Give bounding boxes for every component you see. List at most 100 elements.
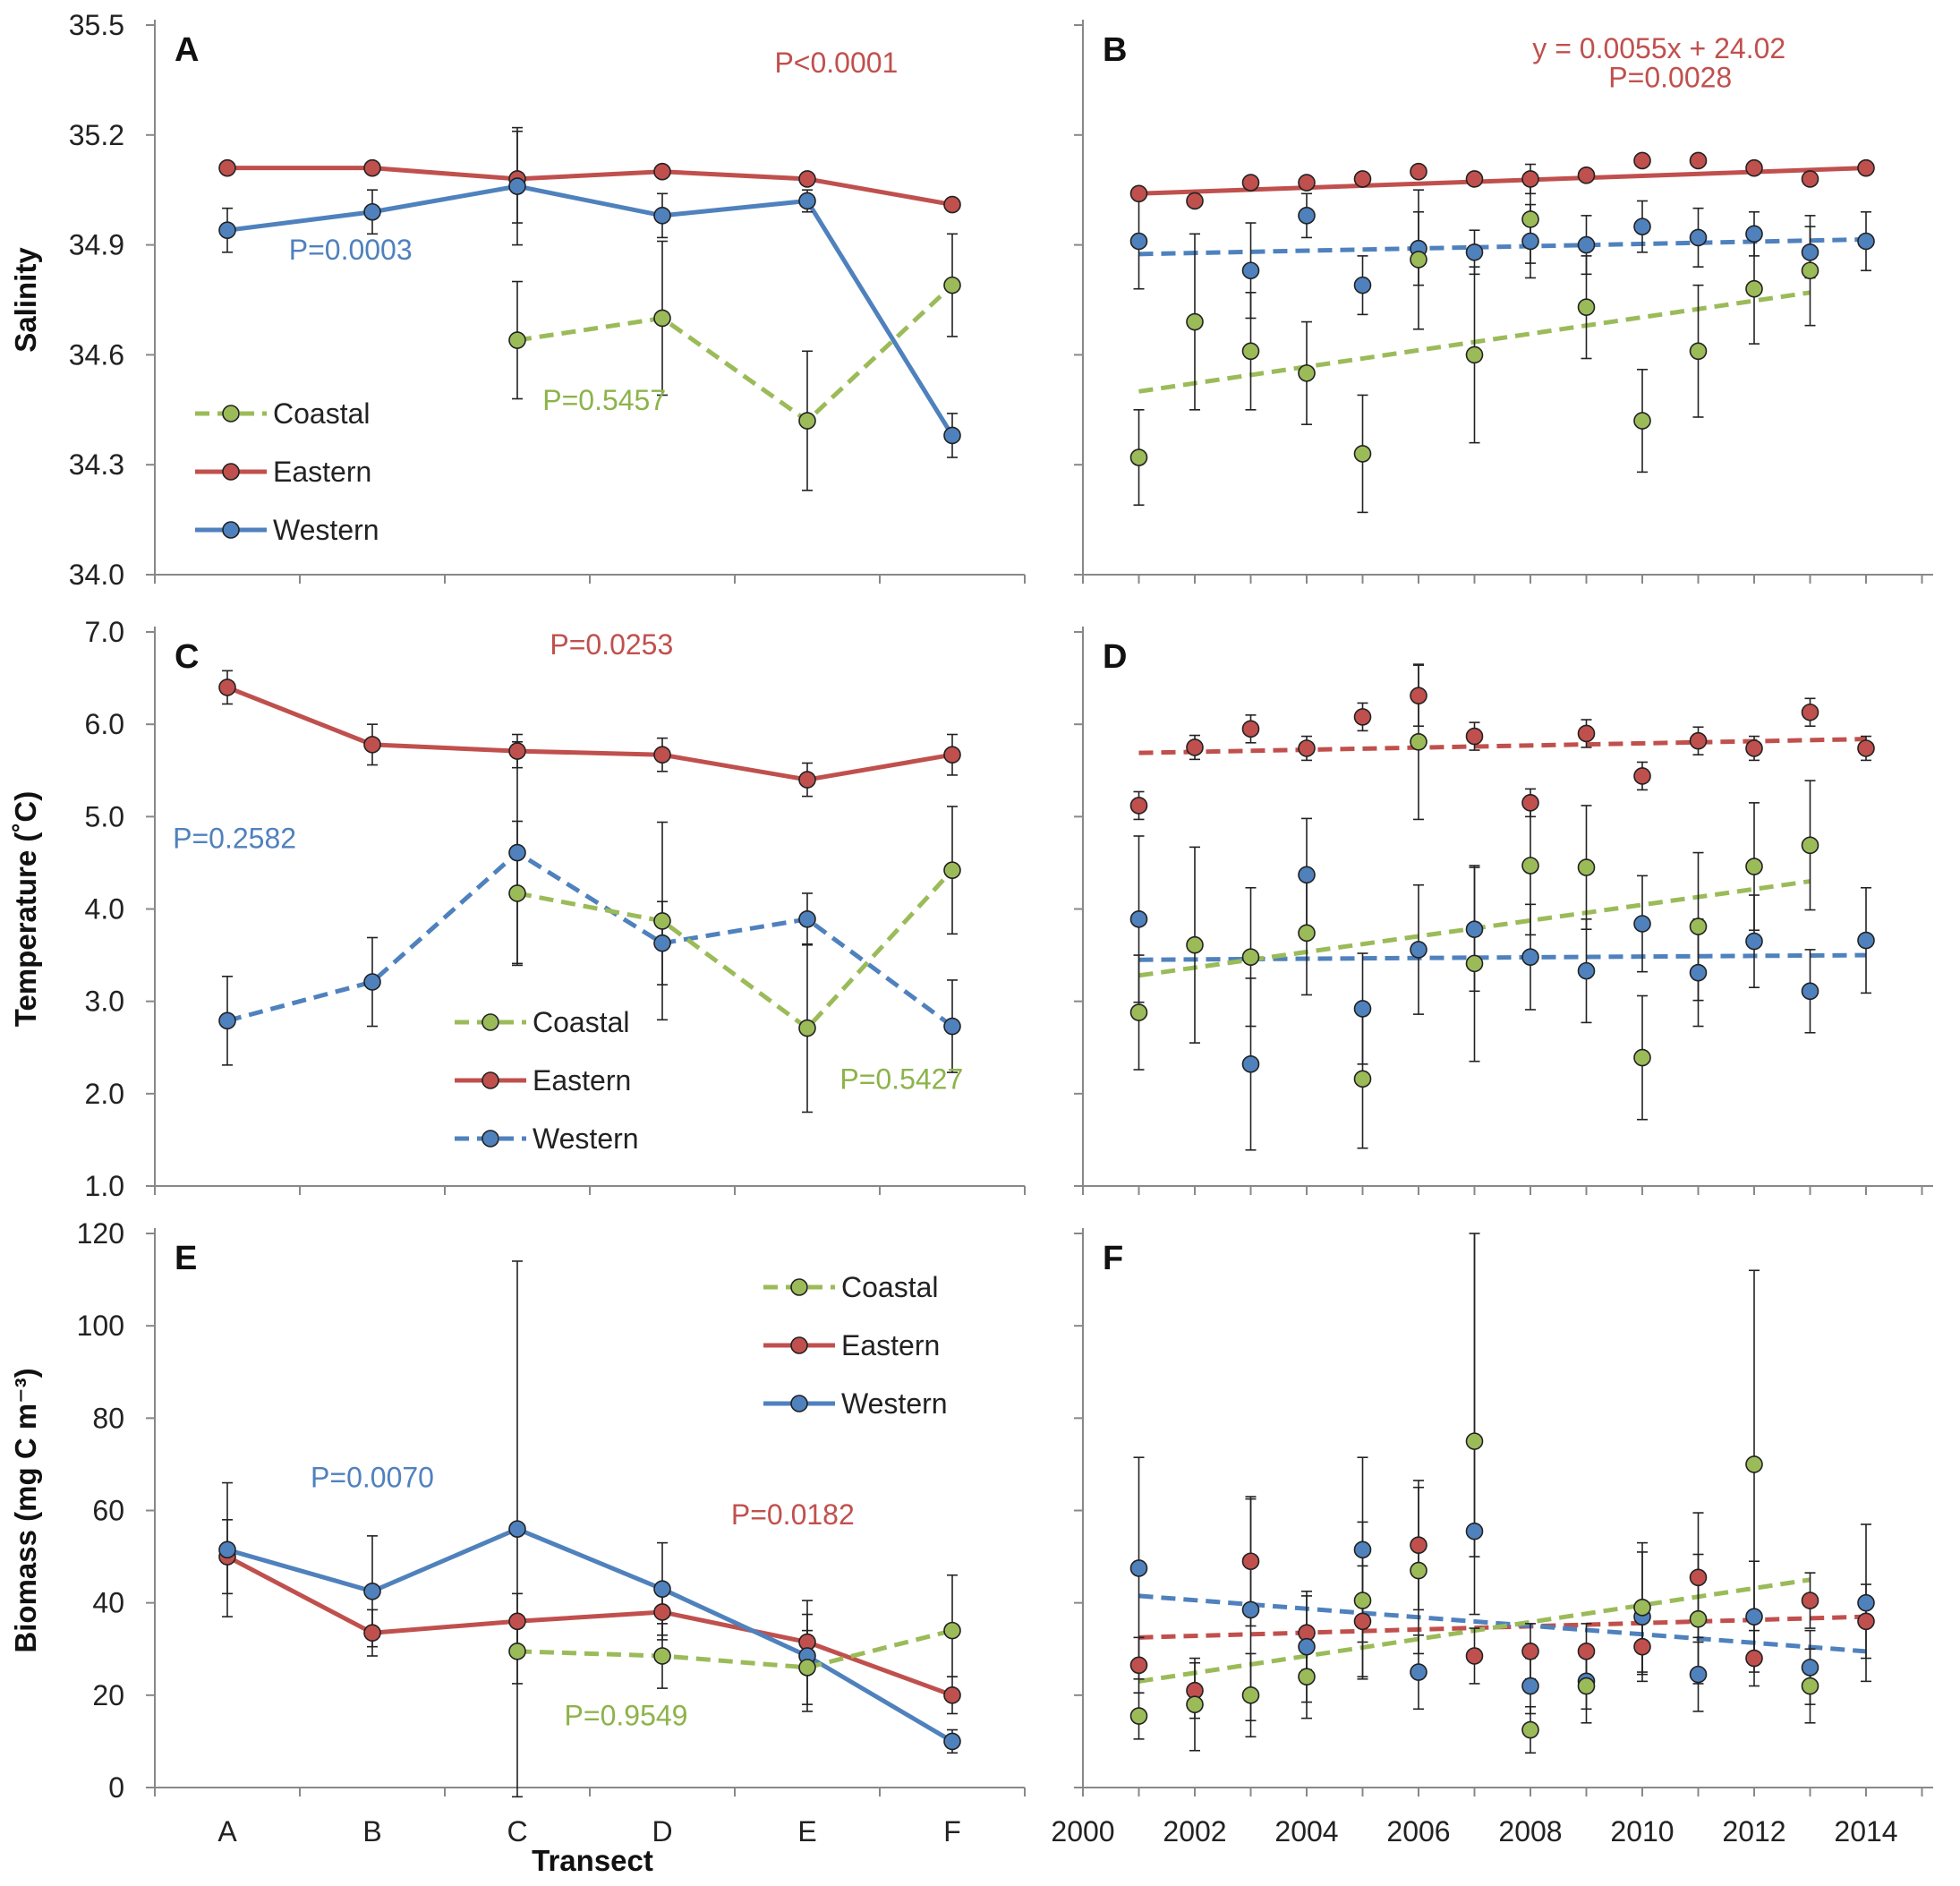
- point-western: [1633, 218, 1651, 235]
- legend-item-western: Western: [455, 1122, 639, 1155]
- point-coastal: [1186, 935, 1204, 954]
- point-eastern: [218, 158, 236, 177]
- legend-swatch-marker: [481, 1130, 499, 1148]
- point-eastern: [1186, 738, 1204, 756]
- y-tick-label: 4.0: [85, 893, 124, 926]
- x-tick-label-b: B: [362, 1815, 381, 1848]
- y-tick-label: 80: [92, 1402, 124, 1434]
- legend-swatch-marker: [222, 405, 240, 422]
- annotation-eastern-0: P<0.0001: [774, 47, 898, 79]
- series-line-eastern: [226, 1554, 953, 1698]
- x-tick-label-f: F: [943, 1815, 961, 1848]
- point-eastern: [1633, 151, 1651, 170]
- point-eastern: [1521, 794, 1539, 812]
- point-coastal: [1521, 857, 1539, 875]
- series-line-coastal: [516, 1628, 953, 1670]
- point-eastern: [1577, 724, 1596, 743]
- x-tick-label-2000: 2000: [1051, 1815, 1114, 1848]
- point-coastal: [1633, 1048, 1651, 1067]
- legend-swatch-marker: [790, 1278, 808, 1296]
- point-coastal: [1801, 836, 1819, 855]
- point-eastern: [1633, 767, 1651, 785]
- point-eastern: [1353, 1612, 1372, 1631]
- annotation-coastal-2: P=0.5427: [839, 1063, 963, 1096]
- panel-f: 2000 2002 2004 2006 2008 2010 2012 2014 F: [1051, 1228, 1933, 1848]
- annotation-western-0: P=0.0070: [311, 1462, 434, 1494]
- legend-swatch-marker: [222, 521, 240, 539]
- point-coastal: [653, 912, 671, 930]
- point-coastal: [1745, 1455, 1763, 1473]
- point-western: [653, 934, 671, 952]
- point-eastern: [1801, 703, 1819, 721]
- point-western: [218, 1540, 236, 1559]
- point-western: [1129, 910, 1148, 928]
- point-coastal: [1465, 346, 1484, 364]
- point-western: [508, 177, 526, 195]
- point-eastern: [1857, 739, 1875, 757]
- point-eastern: [1465, 170, 1484, 188]
- panel-label-d: D: [1103, 638, 1127, 676]
- point-coastal: [943, 1621, 961, 1640]
- legend: Coastal Eastern Western: [195, 397, 379, 546]
- point-western: [1633, 915, 1651, 933]
- point-coastal: [1465, 954, 1484, 973]
- trendline-western: [1138, 236, 1867, 257]
- point-eastern: [1410, 687, 1427, 704]
- legend-item-eastern: Eastern: [195, 456, 371, 488]
- point-eastern: [1410, 1536, 1427, 1554]
- y-tick-label: 100: [77, 1310, 124, 1342]
- point-eastern: [1689, 1568, 1708, 1587]
- point-western: [1857, 1593, 1875, 1612]
- y-tick-label: 34.0: [69, 559, 124, 591]
- point-western: [218, 221, 236, 240]
- point-coastal: [943, 276, 961, 294]
- legend-item-eastern: Eastern: [763, 1329, 940, 1361]
- legend-label-western: Western: [841, 1387, 948, 1420]
- point-western: [1521, 948, 1539, 966]
- point-coastal: [1521, 1720, 1539, 1739]
- point-western: [653, 1580, 671, 1598]
- point-eastern: [1689, 731, 1708, 750]
- point-coastal: [1129, 1003, 1148, 1021]
- point-eastern: [1129, 797, 1148, 815]
- point-western: [1241, 261, 1260, 280]
- point-eastern: [1298, 739, 1316, 757]
- legend: Coastal Eastern Western: [455, 1006, 639, 1155]
- series-line-western: [226, 1526, 954, 1744]
- y-tick-label: 2.0: [85, 1078, 124, 1110]
- point-eastern: [1353, 170, 1372, 188]
- point-coastal: [1298, 924, 1316, 943]
- point-western: [1689, 228, 1708, 247]
- point-western: [1745, 932, 1763, 951]
- point-eastern: [1521, 170, 1539, 188]
- point-eastern: [653, 746, 671, 764]
- point-coastal: [1241, 948, 1260, 966]
- series-line-coastal: [516, 283, 954, 423]
- point-eastern: [1745, 1649, 1763, 1668]
- point-eastern: [1577, 166, 1596, 184]
- x-tick-label-2002: 2002: [1163, 1815, 1226, 1848]
- point-coastal: [1241, 1686, 1260, 1704]
- legend-swatch-marker: [481, 1071, 499, 1089]
- point-coastal: [1689, 917, 1708, 935]
- annotation-eastern-1: P=0.0028: [1608, 62, 1732, 94]
- y-tick-label: 5.0: [85, 800, 124, 832]
- x-tick-label-2012: 2012: [1722, 1815, 1785, 1848]
- point-western: [943, 1732, 961, 1751]
- legend-label-coastal: Coastal: [273, 397, 371, 430]
- point-eastern: [653, 162, 671, 181]
- x-tick-label-2014: 2014: [1834, 1815, 1897, 1848]
- series-line-western: [226, 850, 954, 1028]
- point-western: [1298, 207, 1316, 225]
- point-coastal: [508, 884, 526, 902]
- point-eastern: [1801, 170, 1819, 188]
- point-coastal: [1577, 858, 1596, 876]
- point-eastern: [798, 170, 816, 188]
- panel-label-b: B: [1103, 31, 1127, 69]
- point-western: [798, 192, 816, 210]
- point-western: [1857, 232, 1875, 251]
- trendline-western: [1138, 1593, 1867, 1654]
- point-eastern: [1801, 1592, 1819, 1609]
- point-eastern: [1410, 162, 1427, 181]
- point-coastal: [1186, 1695, 1204, 1713]
